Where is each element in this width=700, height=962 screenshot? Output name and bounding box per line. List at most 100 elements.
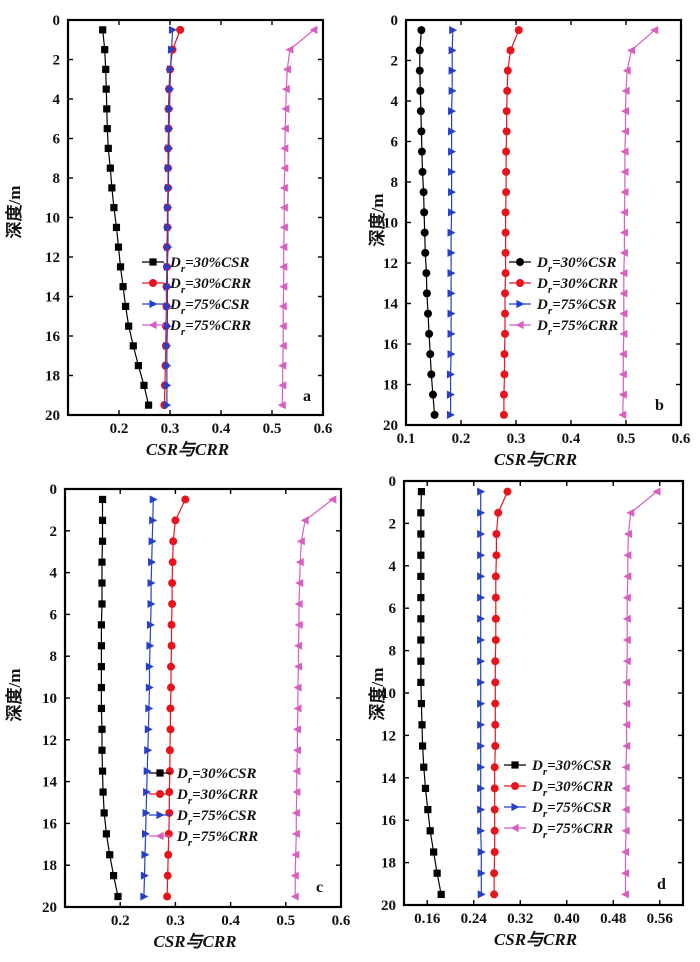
data-point [294, 620, 303, 629]
legend-label: Dr=75%CRR [176, 829, 258, 849]
y-tick-label: 12 [383, 256, 398, 272]
data-point [500, 370, 509, 379]
data-point [492, 530, 501, 538]
data-point [103, 125, 111, 133]
data-point [290, 892, 299, 901]
data-point [491, 614, 500, 623]
y-axis-label: 深度/m [4, 186, 24, 239]
data-point [168, 25, 177, 34]
y-tick-label: 8 [50, 649, 58, 665]
data-point [477, 487, 486, 496]
data-point [143, 767, 152, 776]
data-point [144, 746, 153, 755]
data-point [109, 872, 118, 880]
series-3 [277, 25, 318, 410]
data-point [418, 721, 426, 729]
data-point [164, 829, 173, 838]
y-tick-label: 20 [383, 418, 398, 434]
y-axis-label: 深度/m [367, 668, 387, 721]
y-tick-label: 20 [381, 898, 396, 914]
data-point [163, 892, 172, 901]
data-point [503, 487, 512, 496]
y-tick-label: 12 [45, 250, 60, 266]
data-point [477, 763, 486, 772]
y-tick-label: 16 [383, 337, 399, 353]
data-point [449, 26, 458, 35]
data-point [163, 361, 172, 370]
legend-marker [511, 802, 520, 812]
data-point [491, 572, 500, 581]
y-axis-label: 深度/m [367, 194, 387, 247]
panel-label: d [657, 876, 666, 893]
x-tick-label: 0.32 [507, 911, 533, 927]
data-point [490, 869, 499, 878]
data-point [114, 892, 122, 901]
data-point [280, 124, 289, 133]
data-point [503, 86, 512, 95]
data-point [102, 830, 110, 838]
y-tick-label: 2 [391, 54, 399, 70]
data-point [163, 302, 172, 311]
data-point [164, 223, 173, 232]
data-point [490, 848, 499, 856]
data-point [291, 850, 300, 859]
y-tick-label: 4 [53, 92, 61, 108]
legend-label: Dr=75%CRR [536, 318, 618, 338]
y-tick-label: 8 [53, 171, 61, 187]
y-tick-label: 16 [42, 816, 58, 832]
data-point [98, 516, 107, 524]
y-tick-label: 6 [53, 132, 61, 148]
data-point [448, 167, 457, 176]
x-axis-label: CSR与CRR [494, 930, 577, 949]
y-tick-label: 20 [45, 408, 60, 424]
data-point [171, 516, 180, 525]
data-point [417, 636, 425, 644]
series-1 [163, 495, 190, 901]
data-point [502, 127, 511, 136]
data-point [447, 329, 456, 338]
data-point [165, 124, 174, 133]
data-point [97, 663, 106, 671]
series-1 [490, 487, 512, 899]
data-point [282, 65, 291, 74]
data-point [164, 164, 173, 173]
data-point [166, 704, 175, 713]
data-point [618, 410, 627, 419]
legend-marker [149, 299, 158, 309]
data-point [285, 45, 294, 54]
data-point [106, 164, 114, 172]
data-point [163, 381, 172, 390]
data-point [477, 699, 486, 708]
data-point [491, 636, 500, 644]
data-point [448, 46, 457, 55]
y-tick-label: 12 [381, 728, 396, 744]
x-axis-label: CSR与CRR [153, 932, 236, 951]
data-point [491, 593, 500, 602]
data-point [97, 683, 106, 692]
data-point [278, 381, 287, 390]
series-2 [477, 487, 486, 899]
data-point [477, 635, 486, 645]
data-point [503, 66, 512, 75]
data-point [621, 805, 630, 814]
y-axis-label: 深度/m [4, 669, 24, 722]
data-point [621, 826, 630, 835]
data-point [619, 228, 628, 237]
data-point [415, 66, 424, 75]
data-point [145, 662, 154, 671]
data-point [477, 551, 486, 560]
data-point [477, 741, 486, 751]
data-point [98, 725, 106, 733]
series-2 [140, 495, 158, 901]
data-point [100, 809, 108, 817]
data-point [491, 699, 500, 708]
y-tick-label: 0 [391, 13, 399, 29]
x-tick-label: 0.56 [647, 911, 674, 927]
data-point [279, 262, 288, 271]
data-point [101, 46, 109, 54]
data-point [163, 341, 172, 350]
data-point [448, 208, 457, 217]
